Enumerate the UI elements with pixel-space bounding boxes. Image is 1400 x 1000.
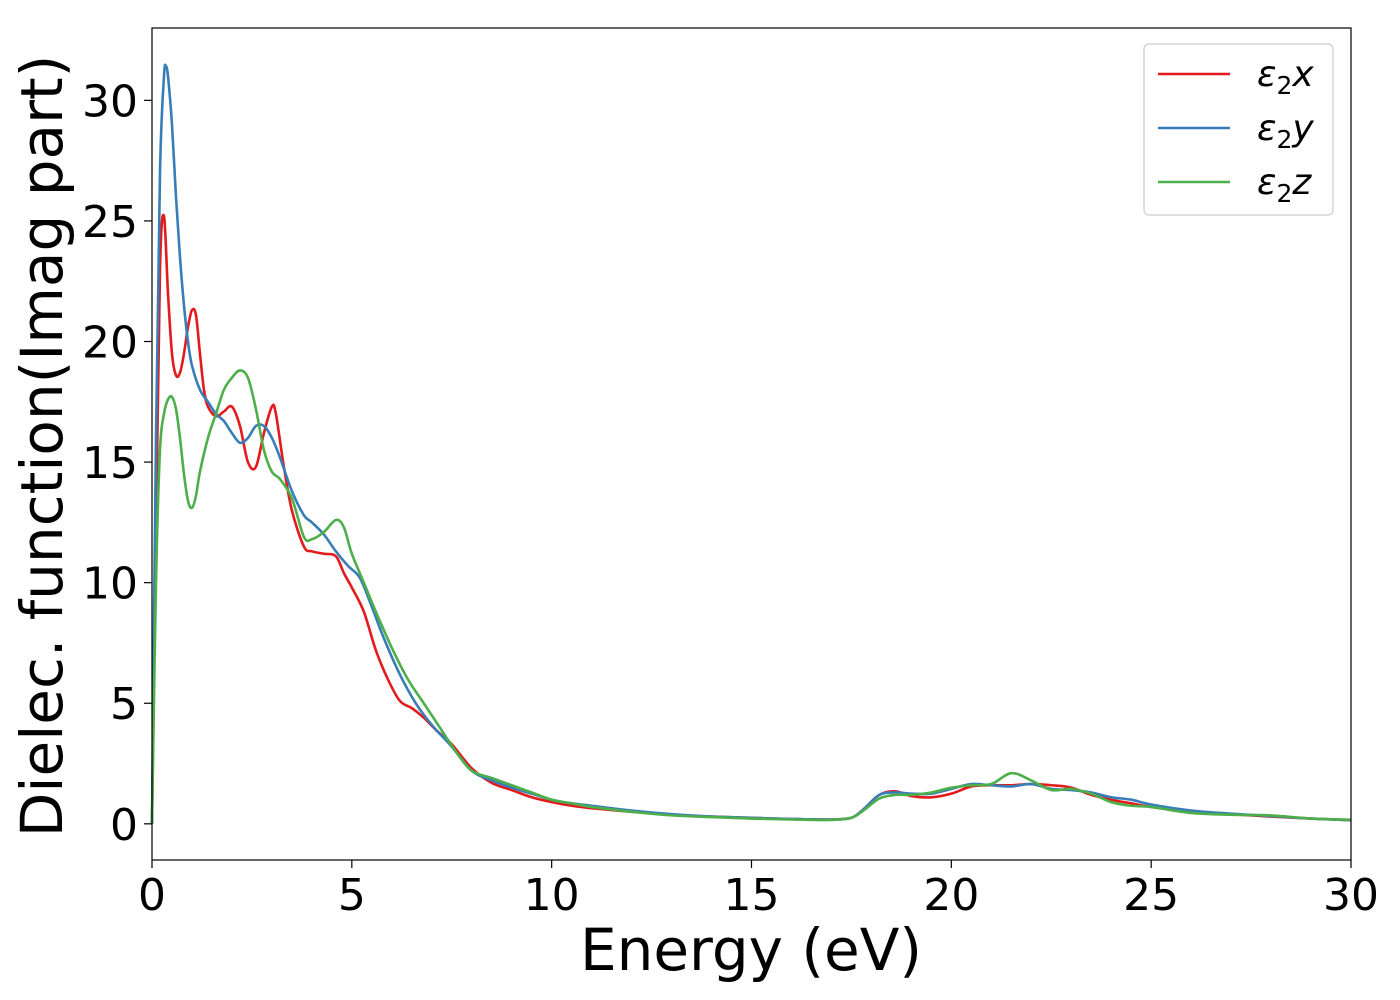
series-line-y <box>150 63 1352 824</box>
x-axis-title: Energy (eV) <box>580 916 922 984</box>
legend: ε2x ε2y ε2z <box>1143 43 1334 216</box>
y-tick-label: 25 <box>82 197 138 248</box>
plot-lines <box>150 63 1352 824</box>
y-axis-title: Dielec. function(Imag part) <box>8 55 76 838</box>
legend-label-z: ε2z <box>1257 162 1312 208</box>
x-tick-label: 30 <box>1323 870 1379 921</box>
x-tick-label: 15 <box>724 870 780 921</box>
x-tick-label: 5 <box>338 870 366 921</box>
x-tick-label: 20 <box>923 870 979 921</box>
legend-box <box>1143 43 1334 216</box>
y-tick-label: 5 <box>110 679 138 730</box>
y-tick-label: 15 <box>82 438 138 489</box>
x-tick-label: 0 <box>138 870 166 921</box>
x-tick-label: 10 <box>524 870 580 921</box>
legend-label-x: ε2x <box>1257 54 1314 100</box>
y-tick-label: 30 <box>82 76 138 127</box>
legend-label-y: ε2y <box>1257 108 1314 154</box>
y-tick-label: 0 <box>110 800 138 851</box>
x-tick-label: 25 <box>1123 870 1179 921</box>
y-tick-label: 10 <box>82 559 138 610</box>
y-tick-label: 20 <box>82 318 138 369</box>
axes-group: 0 5 10 15 20 25 30 0 5 10 15 20 25 30 <box>82 27 1379 921</box>
series-line-z <box>150 369 1352 824</box>
